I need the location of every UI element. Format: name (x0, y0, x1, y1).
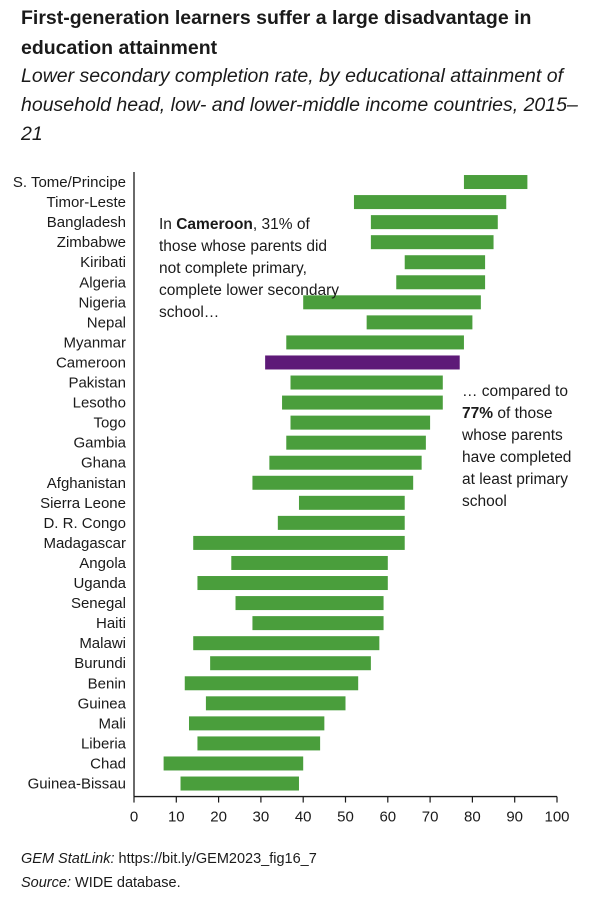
annotation-cameroon-high: … compared to 77% of those whose parents… (462, 383, 572, 510)
bar (286, 435, 426, 450)
bar (353, 195, 507, 210)
category-label: Ghana (81, 455, 127, 472)
category-label: Benin (88, 675, 126, 692)
category-label: Algeria (79, 274, 126, 291)
category-label: Guinea (78, 695, 127, 712)
x-tick-label: 80 (464, 809, 481, 826)
bar (290, 375, 443, 390)
bar (370, 235, 494, 250)
bar (205, 696, 346, 711)
bar (290, 415, 431, 430)
category-label: Gambia (73, 435, 126, 452)
bar (180, 776, 299, 791)
category-label: S. Tome/Principe (13, 174, 126, 191)
bar (210, 656, 371, 671)
category-label: Burundi (74, 655, 126, 672)
annotation-cameroon-low: In Cameroon, 31% of those whose parents … (159, 216, 340, 321)
statlink-url: https://bit.ly/GEM2023_fig16_7 (114, 851, 317, 867)
range-bars (163, 175, 528, 791)
category-label: Afghanistan (47, 475, 126, 492)
category-label: Timor-Leste (47, 194, 126, 211)
bar (463, 175, 528, 190)
category-label: D. R. Congo (43, 515, 126, 532)
bar (269, 455, 422, 470)
x-axis-ticks: 0 10 20 30 40 50 60 70 80 90 100 (130, 796, 570, 826)
bar (396, 275, 486, 290)
category-label: Myanmar (63, 334, 126, 351)
category-label: Malawi (79, 635, 126, 652)
category-label: Angola (79, 555, 126, 572)
category-label: Zimbabwe (57, 234, 126, 251)
category-label: Uganda (73, 575, 126, 592)
chart-subtitle: Lower secondary completion rate, by educ… (21, 65, 578, 145)
x-tick-label: 10 (168, 809, 185, 826)
x-tick-label: 60 (379, 809, 396, 826)
bar (163, 756, 304, 771)
category-label: Sierra Leone (40, 495, 126, 512)
source-note: Source: WIDE database. (21, 873, 181, 893)
x-tick-label: 70 (422, 809, 439, 826)
bar (252, 475, 414, 490)
x-tick-label: 0 (130, 809, 138, 826)
bar (197, 736, 321, 751)
bar (197, 576, 388, 591)
bar (366, 315, 473, 330)
category-label: Togo (93, 415, 126, 432)
category-label: Mali (98, 715, 126, 732)
bar (298, 495, 405, 510)
category-label: Nigeria (78, 294, 126, 311)
category-label: Guinea-Bissau (28, 776, 126, 793)
statlink-label: GEM StatLink: (21, 851, 115, 867)
bar-highlight (265, 355, 460, 370)
bar (188, 716, 325, 731)
category-label: Liberia (81, 735, 127, 752)
bar (303, 295, 481, 310)
bar (235, 596, 384, 611)
category-label: Senegal (71, 595, 126, 612)
category-label: Kiribati (80, 254, 126, 271)
category-label: Pakistan (68, 375, 126, 392)
bar (193, 535, 405, 550)
bar (286, 335, 464, 350)
category-label: Madagascar (43, 535, 126, 552)
bar (277, 515, 405, 530)
x-tick-label: 20 (210, 809, 227, 826)
bar (282, 395, 443, 410)
x-tick-label: 40 (295, 809, 312, 826)
category-labels: S. Tome/Principe Timor-Leste Bangladesh Zim… (13, 174, 127, 793)
bar (184, 676, 359, 691)
bar (404, 255, 486, 270)
category-label: Lesotho (73, 395, 126, 412)
category-label: Haiti (96, 615, 126, 632)
x-tick-label: 90 (506, 809, 523, 826)
source-label: Source: (21, 875, 71, 891)
category-label: Chad (90, 755, 126, 772)
x-tick-label: 30 (253, 809, 270, 826)
category-label: Nepal (87, 314, 126, 331)
statlink-note: GEM StatLink: https://bit.ly/GEM2023_fig… (21, 849, 317, 869)
x-tick-label: 100 (544, 809, 569, 826)
category-label: Cameroon (56, 354, 126, 371)
chart-title: First-generation learners suffer a large… (21, 7, 532, 59)
x-tick-label: 50 (337, 809, 354, 826)
bar (193, 636, 380, 651)
category-label: Bangladesh (47, 214, 126, 231)
bar (252, 616, 384, 631)
bar (231, 555, 388, 570)
source-text: WIDE database. (70, 875, 181, 891)
bar (370, 215, 498, 230)
